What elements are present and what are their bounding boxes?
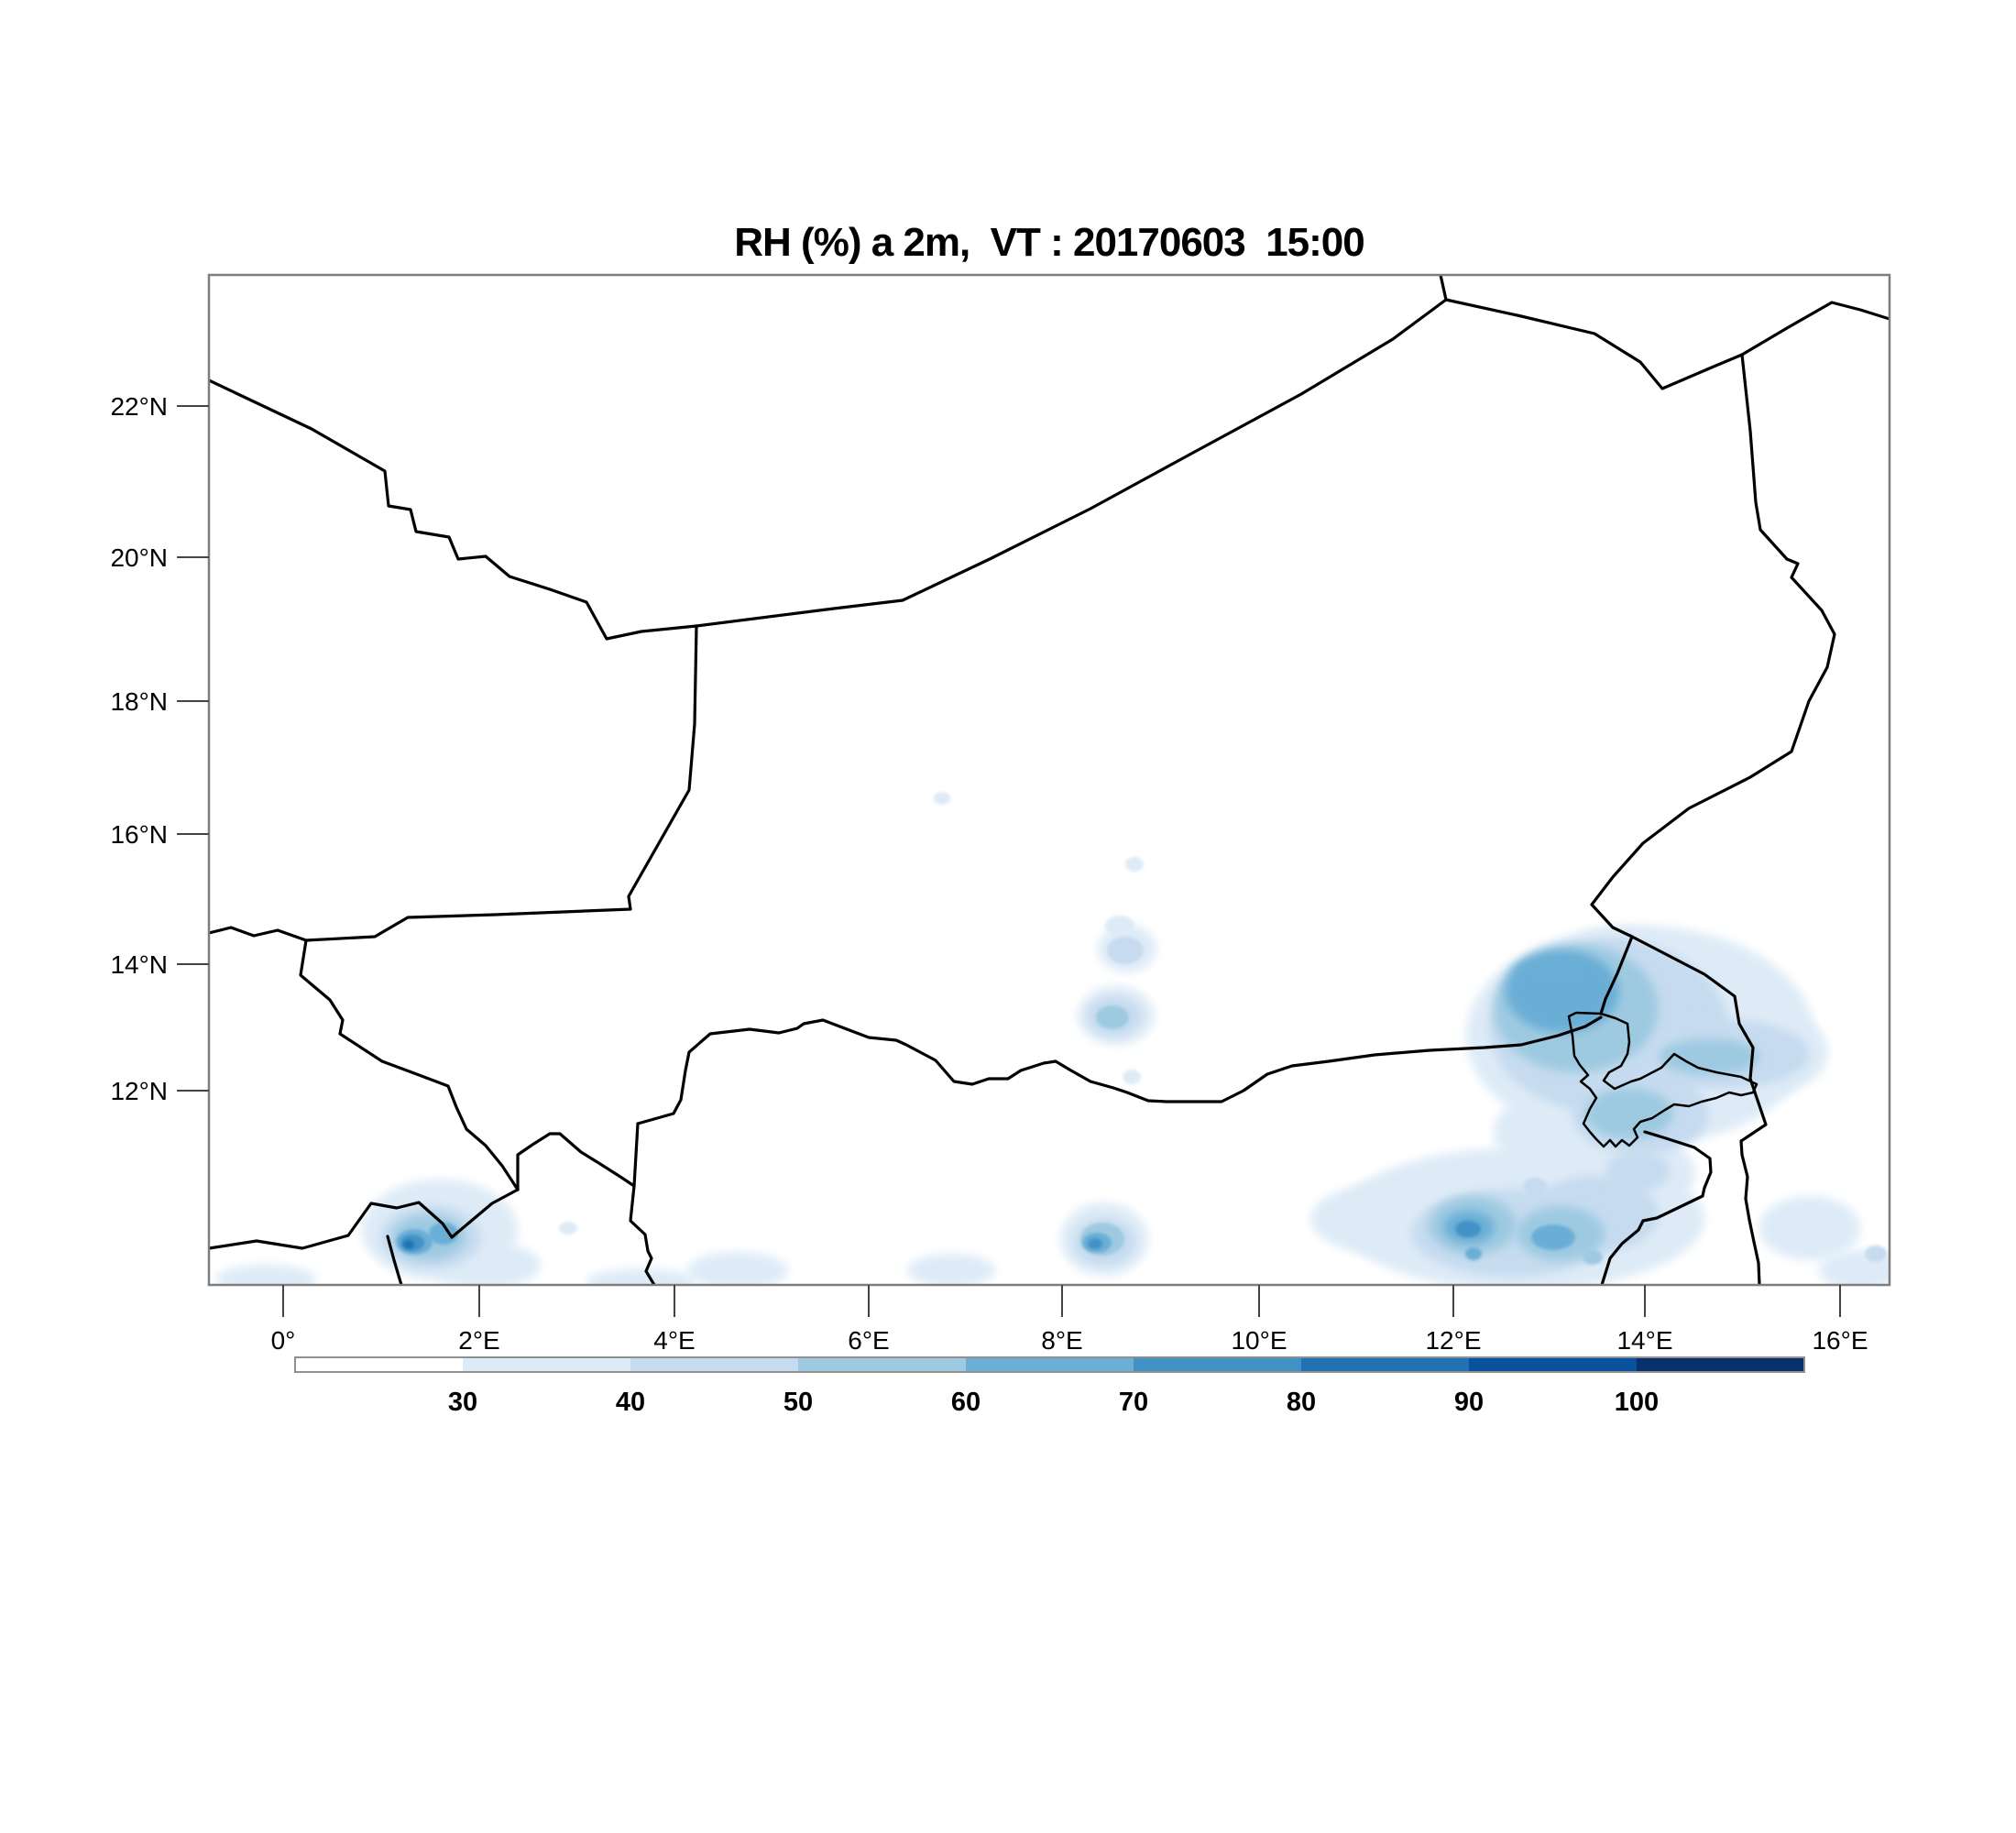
humidity-blob bbox=[1088, 1238, 1102, 1249]
humidity-blob bbox=[1659, 1038, 1759, 1075]
humidity-blob bbox=[907, 1254, 995, 1285]
colorbar-segment bbox=[966, 1357, 1134, 1372]
lat-tick-label: 16°N bbox=[110, 820, 168, 849]
border-benin-spur bbox=[386, 1235, 403, 1285]
lon-tick-label: 8°E bbox=[1041, 1326, 1082, 1355]
border-burkina-niger bbox=[299, 938, 520, 1191]
humidity-blob bbox=[1105, 916, 1134, 936]
lon-tick-label: 14°E bbox=[1616, 1326, 1672, 1355]
colorbar-tick-label: 100 bbox=[1615, 1388, 1659, 1417]
border-benin-niger bbox=[516, 1132, 636, 1191]
border-algeria-niger bbox=[695, 298, 1448, 628]
humidity-blob bbox=[687, 1252, 788, 1285]
longitude-axis: 0° 2°E 4°E 6°E 8°E 10°E 12°E 14°E 16°E bbox=[271, 1285, 1868, 1355]
lon-tick-label: 16°E bbox=[1812, 1326, 1868, 1355]
border-chad-libya bbox=[1740, 301, 1890, 357]
humidity-blob bbox=[1107, 937, 1144, 964]
humidity-blob bbox=[1583, 1250, 1603, 1265]
border-niger-libya bbox=[1444, 298, 1744, 390]
border-nigeria-benin-south bbox=[629, 1184, 656, 1285]
colorbar-segment bbox=[630, 1357, 798, 1372]
lon-tick-label: 0° bbox=[271, 1326, 296, 1355]
humidity-blob bbox=[429, 1223, 458, 1245]
border-benin-togo-west bbox=[209, 1188, 520, 1250]
plot-title: RH (%) a 2m, VT : 20170603 15:00 bbox=[734, 220, 1364, 265]
humidity-blob bbox=[1125, 857, 1144, 872]
lon-tick-label: 6°E bbox=[848, 1326, 889, 1355]
lat-tick-label: 22°N bbox=[110, 392, 168, 421]
humidity-blob bbox=[215, 1265, 316, 1285]
lon-tick-label: 2°E bbox=[458, 1326, 499, 1355]
colorbar-tick-label: 60 bbox=[951, 1388, 981, 1417]
colorbar-tick-label: 80 bbox=[1287, 1388, 1316, 1417]
border-niger-nigeria bbox=[636, 1015, 1603, 1125]
colorbar-segment bbox=[798, 1357, 966, 1372]
border-niger-chad bbox=[1590, 353, 1836, 1015]
border-mali-niger bbox=[304, 624, 698, 942]
lat-tick-label: 18°N bbox=[110, 687, 168, 716]
lake-chad-outline bbox=[1567, 1011, 1759, 1148]
humidity-blob bbox=[1759, 1196, 1860, 1260]
lat-tick-label: 20°N bbox=[110, 543, 168, 572]
colorbar-tick-label: 90 bbox=[1454, 1388, 1484, 1417]
humidity-blob bbox=[1585, 1088, 1673, 1139]
border-mali-burkina bbox=[209, 926, 308, 942]
colorbar-segment bbox=[1637, 1357, 1804, 1372]
lon-tick-label: 10°E bbox=[1231, 1326, 1287, 1355]
humidity-blob bbox=[559, 1222, 577, 1235]
country-borders bbox=[209, 275, 1890, 1285]
lon-tick-label: 12°E bbox=[1425, 1326, 1481, 1355]
humidity-blob bbox=[1523, 1178, 1547, 1194]
colorbar-segment bbox=[1469, 1357, 1637, 1372]
colorbar-tick-label: 70 bbox=[1119, 1388, 1148, 1417]
humidity-blob bbox=[934, 792, 950, 805]
colorbar-segment bbox=[1301, 1357, 1469, 1372]
humidity-blob bbox=[1865, 1246, 1887, 1262]
border-chad-nigeria-east bbox=[1630, 935, 1768, 1285]
humidity-blob bbox=[1515, 960, 1597, 983]
border-algeria-libya-spur bbox=[1439, 275, 1448, 302]
humidity-blob bbox=[403, 1240, 414, 1249]
humidity-blob bbox=[1455, 1221, 1481, 1237]
border-nigeria-benin-connector bbox=[632, 1122, 640, 1188]
border-nigeria-cameroon bbox=[1600, 1130, 1713, 1285]
colorbar-segment bbox=[295, 1357, 463, 1372]
colorbar-tick-label: 40 bbox=[616, 1388, 645, 1417]
map-frame bbox=[207, 273, 1891, 1287]
colorbar-segment bbox=[1134, 1357, 1301, 1372]
lat-tick-label: 12°N bbox=[110, 1077, 168, 1105]
border-algeria-mali bbox=[209, 379, 698, 641]
latitude-axis: 22°N 20°N 18°N 16°N 14°N 12°N bbox=[110, 392, 209, 1105]
humidity-blob bbox=[1096, 1005, 1129, 1029]
lat-tick-label: 14°N bbox=[110, 950, 168, 979]
colorbar-tick-label: 50 bbox=[783, 1388, 813, 1417]
humidity-blob bbox=[1123, 1070, 1141, 1084]
humidity-blob bbox=[1605, 1151, 1670, 1191]
humidity-blob bbox=[586, 1268, 696, 1285]
colorbar-segment bbox=[463, 1357, 630, 1372]
lake-chad bbox=[1567, 1011, 1759, 1148]
colorbar: 30 40 50 60 70 80 90 100 bbox=[294, 1356, 1805, 1417]
humidity-blob bbox=[1465, 1247, 1482, 1260]
colorbar-tick-label: 30 bbox=[448, 1388, 477, 1417]
lon-tick-label: 4°E bbox=[653, 1326, 695, 1355]
humidity-blob bbox=[1531, 1224, 1575, 1250]
colorbar-outline bbox=[294, 1356, 1805, 1373]
